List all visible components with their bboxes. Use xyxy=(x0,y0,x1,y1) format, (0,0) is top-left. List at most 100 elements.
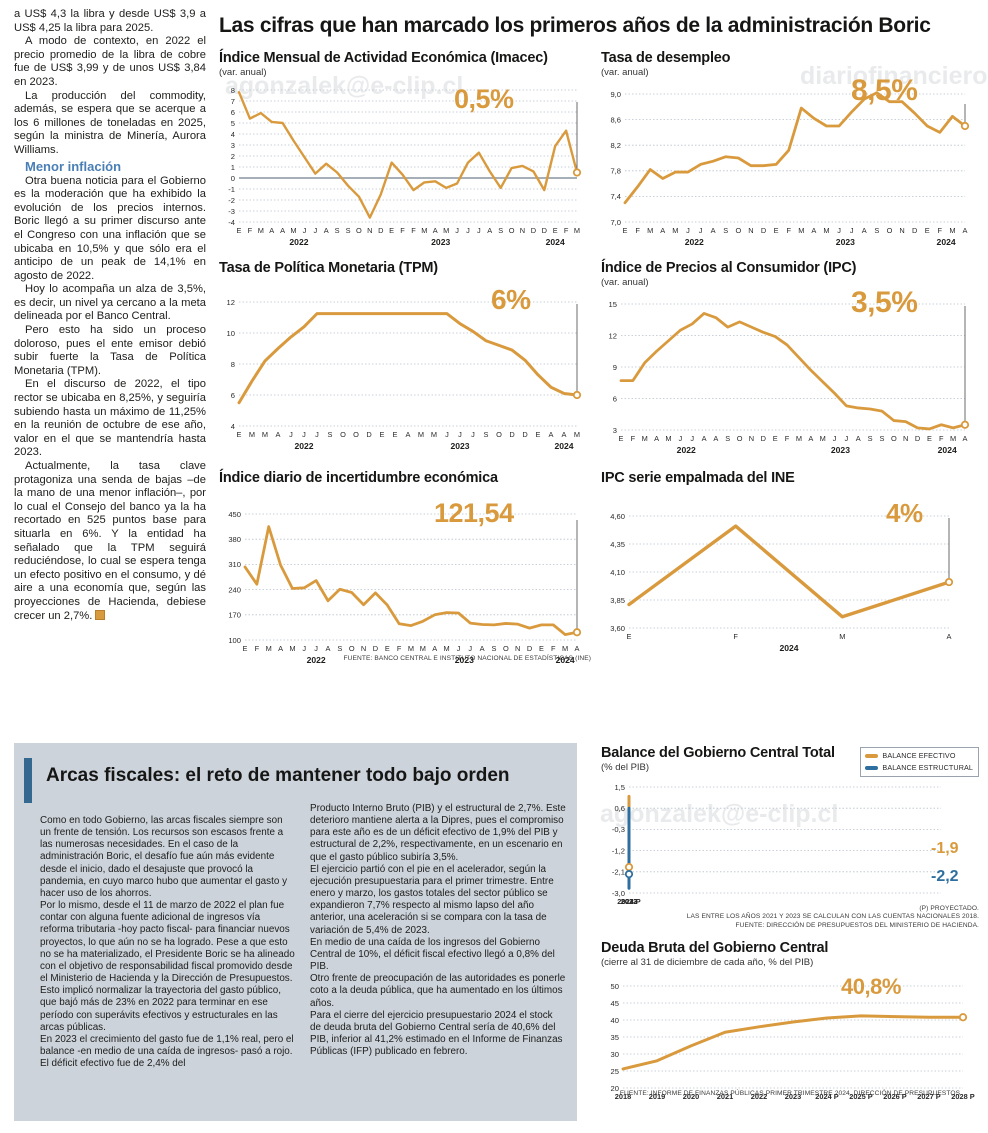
svg-text:A: A xyxy=(711,226,716,235)
svg-text:O: O xyxy=(887,226,893,235)
page-title: Las cifras que han marcado los primeros … xyxy=(219,14,931,37)
svg-text:A: A xyxy=(480,644,485,653)
svg-text:-1,2: -1,2 xyxy=(612,846,625,855)
svg-text:N: N xyxy=(749,434,754,443)
svg-text:7: 7 xyxy=(231,97,235,106)
svg-text:S: S xyxy=(484,430,489,439)
svg-text:E: E xyxy=(389,226,394,235)
svg-text:E: E xyxy=(623,226,628,235)
svg-text:-2,2: -2,2 xyxy=(931,868,959,885)
svg-text:0: 0 xyxy=(231,174,235,183)
svg-text:2018: 2018 xyxy=(615,1092,631,1101)
svg-text:380: 380 xyxy=(228,535,241,544)
svg-text:M: M xyxy=(950,434,956,443)
svg-text:S: S xyxy=(868,434,873,443)
svg-text:F: F xyxy=(248,226,253,235)
svg-text:E: E xyxy=(627,632,632,641)
svg-text:45: 45 xyxy=(611,999,619,1008)
chart-desempleo: Tasa de desempleo (var. anual) 7,0 7,4 7,8… xyxy=(601,50,979,252)
svg-text:S: S xyxy=(328,430,333,439)
svg-text:D: D xyxy=(509,430,514,439)
chart-title: Balance del Gobierno Central Total xyxy=(601,745,835,761)
svg-text:2022: 2022 xyxy=(307,655,326,665)
svg-text:J: J xyxy=(455,226,459,235)
svg-text:F: F xyxy=(733,632,738,641)
chart-subtitle: (var. anual) xyxy=(601,67,649,78)
svg-text:2024: 2024 xyxy=(546,237,565,247)
svg-text:6: 6 xyxy=(613,394,617,403)
svg-text:-3,0: -3,0 xyxy=(612,889,625,898)
fiscal-column-2: Producto Interno Bruto (PIB) y el estruc… xyxy=(310,803,566,1058)
chart-subtitle: (var. anual) xyxy=(601,277,649,288)
paragraph: Hoy lo acompaña un alza de 3,5%, es deci… xyxy=(14,283,206,323)
svg-text:M: M xyxy=(443,644,449,653)
svg-text:10: 10 xyxy=(227,329,235,338)
svg-text:J: J xyxy=(833,434,837,443)
paragraph: En medio de una caída de los ingresos de… xyxy=(310,936,555,973)
svg-text:-1,9: -1,9 xyxy=(931,840,959,857)
svg-text:8: 8 xyxy=(231,360,235,369)
svg-text:15: 15 xyxy=(609,300,617,309)
svg-text:M: M xyxy=(823,226,829,235)
paragraph: La producción del commodity, además, se … xyxy=(14,89,206,156)
svg-text:O: O xyxy=(496,430,502,439)
svg-text:F: F xyxy=(785,434,790,443)
svg-text:M: M xyxy=(796,434,802,443)
svg-text:O: O xyxy=(735,226,741,235)
svg-text:O: O xyxy=(353,430,359,439)
svg-text:D: D xyxy=(366,430,371,439)
svg-text:J: J xyxy=(850,226,854,235)
paragraph: Por lo mismo, desde el 11 de marzo de 20… xyxy=(40,900,295,1033)
svg-text:D: D xyxy=(912,226,917,235)
svg-text:3,60: 3,60 xyxy=(610,624,625,633)
svg-text:D: D xyxy=(761,226,766,235)
svg-text:M: M xyxy=(420,644,426,653)
svg-text:12: 12 xyxy=(609,331,617,340)
plot-area: 20 25 30 35 40 45 50 2018 2019 2020 2021 2022 2023 20… xyxy=(601,972,979,1112)
legend-swatch-blue xyxy=(865,766,879,770)
svg-text:D: D xyxy=(915,434,920,443)
chart-subtitle: (% del PIB) xyxy=(601,762,650,773)
paragraph: A modo de contexto, en 2022 el precio pr… xyxy=(14,35,206,88)
paragraph: En 2023 el crecimiento del gasto fue de … xyxy=(40,1033,294,1070)
svg-text:M: M xyxy=(290,226,296,235)
chart-title: Índice de Precios al Consumidor (IPC) xyxy=(601,260,857,276)
svg-text:2024: 2024 xyxy=(556,655,575,665)
chart-subtitle: (cierre al 31 de diciembre de cada año, … xyxy=(601,957,814,968)
accent-bar xyxy=(24,758,32,803)
svg-text:N: N xyxy=(367,226,372,235)
svg-text:2020: 2020 xyxy=(683,1092,699,1101)
callout-value: 0,5% xyxy=(454,84,514,114)
svg-text:4,35: 4,35 xyxy=(610,540,625,549)
svg-text:J: J xyxy=(845,434,849,443)
svg-text:A: A xyxy=(269,226,274,235)
svg-text:S: S xyxy=(337,644,342,653)
svg-text:A: A xyxy=(324,226,329,235)
callout-value: 3,5% xyxy=(851,286,918,319)
svg-text:A: A xyxy=(575,644,580,653)
svg-text:N: N xyxy=(903,434,908,443)
svg-text:5: 5 xyxy=(231,119,235,128)
plot-area: -4 -3 -2 -1 0 1 2 3 4 5 6 7 8 E F M A A M J J A S S O N D E F F M A M J J J… xyxy=(219,82,591,252)
svg-text:2023: 2023 xyxy=(455,655,474,665)
svg-text:M: M xyxy=(562,644,568,653)
svg-text:J: J xyxy=(466,226,470,235)
svg-text:J: J xyxy=(678,434,682,443)
svg-text:A: A xyxy=(487,226,492,235)
svg-text:8: 8 xyxy=(231,86,235,95)
svg-text:S: S xyxy=(879,434,884,443)
svg-text:9: 9 xyxy=(613,363,617,372)
svg-text:-2,1: -2,1 xyxy=(612,868,625,877)
svg-text:A: A xyxy=(562,430,567,439)
svg-text:E: E xyxy=(774,226,779,235)
svg-text:1: 1 xyxy=(231,163,235,172)
svg-text:2022: 2022 xyxy=(289,237,308,247)
svg-text:E: E xyxy=(539,644,544,653)
svg-text:J: J xyxy=(837,226,841,235)
svg-text:450: 450 xyxy=(228,510,241,519)
svg-text:2024: 2024 xyxy=(937,237,956,247)
svg-text:E: E xyxy=(237,226,242,235)
svg-text:2019: 2019 xyxy=(649,1092,665,1101)
svg-text:D: D xyxy=(373,644,378,653)
